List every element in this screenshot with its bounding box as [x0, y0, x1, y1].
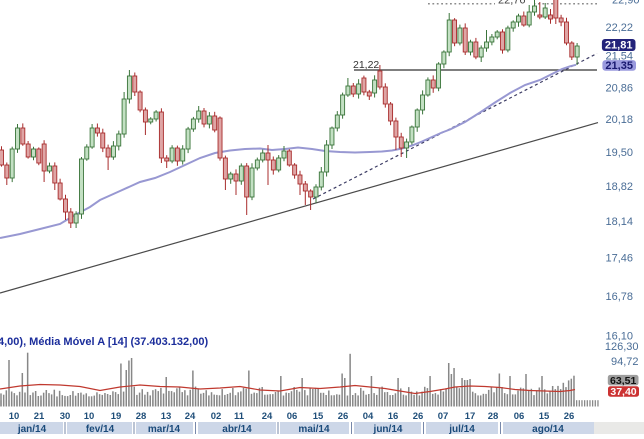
svg-text:28: 28: [136, 411, 147, 422]
svg-text:04: 04: [363, 411, 374, 422]
svg-text:15: 15: [313, 411, 324, 422]
svg-text:06: 06: [287, 411, 298, 422]
svg-text:21: 21: [34, 411, 45, 422]
svg-text:94,72: 94,72: [611, 356, 639, 368]
svg-text:21,81: 21,81: [605, 40, 633, 52]
svg-text:20,86: 20,86: [605, 82, 633, 94]
svg-text:mar/14: mar/14: [148, 424, 181, 434]
svg-text:02: 02: [211, 411, 222, 422]
svg-text:20,18: 20,18: [605, 114, 633, 126]
svg-text:26: 26: [564, 411, 575, 422]
svg-text:22,90: 22,90: [612, 0, 640, 6]
svg-text:10: 10: [9, 411, 20, 422]
svg-text:26: 26: [338, 411, 349, 422]
svg-text:21,54: 21,54: [605, 51, 633, 63]
svg-text:17,46: 17,46: [605, 253, 633, 265]
svg-text:37,40: 37,40: [610, 386, 636, 398]
svg-text:jul/14: jul/14: [448, 424, 475, 434]
svg-text:abr/14: abr/14: [222, 424, 252, 434]
svg-text:18,14: 18,14: [605, 216, 633, 228]
svg-text:15: 15: [539, 411, 550, 422]
svg-text:21,22: 21,22: [353, 59, 379, 71]
svg-text:26: 26: [413, 411, 424, 422]
svg-text:ago/14: ago/14: [532, 424, 564, 434]
svg-text:16: 16: [388, 411, 399, 422]
svg-text:19,50: 19,50: [605, 147, 633, 159]
svg-text:24: 24: [262, 411, 273, 422]
svg-text:16,10: 16,10: [605, 331, 633, 343]
svg-text:63,51: 63,51: [610, 375, 636, 387]
svg-text:16,78: 16,78: [605, 291, 633, 303]
svg-text:22,76: 22,76: [498, 0, 526, 6]
svg-text:24: 24: [185, 411, 196, 422]
svg-text:mai/14: mai/14: [298, 424, 330, 434]
svg-text:07: 07: [438, 411, 449, 422]
svg-text:jan/14: jan/14: [17, 424, 47, 434]
svg-text:06: 06: [514, 411, 525, 422]
svg-text:11: 11: [234, 411, 245, 422]
svg-text:21,35: 21,35: [605, 60, 633, 72]
svg-text:22,22: 22,22: [605, 22, 633, 34]
svg-text:17: 17: [465, 411, 476, 422]
svg-text:fev/14: fev/14: [86, 424, 115, 434]
svg-text:jun/14: jun/14: [373, 424, 403, 434]
svg-text:4,00), Média Móvel A [14] (37.: 4,00), Média Móvel A [14] (37.403.132,00…: [0, 336, 208, 348]
svg-text:18,82: 18,82: [605, 181, 633, 193]
svg-text:13: 13: [161, 411, 172, 422]
svg-text:19: 19: [111, 411, 122, 422]
svg-text:126,30: 126,30: [605, 341, 639, 353]
svg-text:30: 30: [60, 411, 71, 422]
svg-text:28: 28: [488, 411, 499, 422]
svg-text:10: 10: [84, 411, 95, 422]
